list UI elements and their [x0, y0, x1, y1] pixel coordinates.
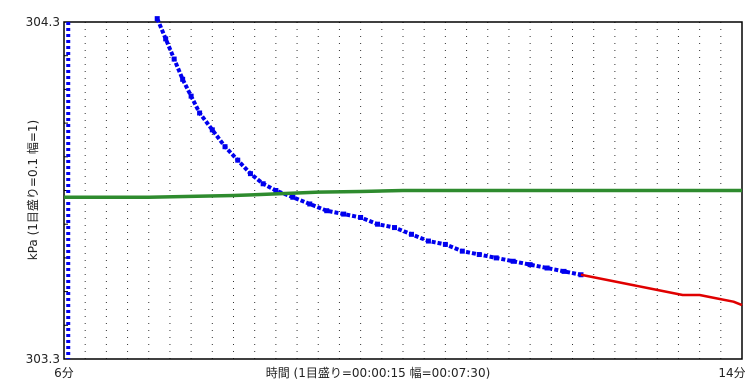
- y-tick-label-bottom: 303.3: [26, 352, 60, 366]
- series-0-point: [476, 252, 482, 258]
- series-0-point: [247, 171, 253, 177]
- series-layer: [64, 16, 743, 307]
- y-ticks: [64, 55, 68, 326]
- series-0-line: [155, 17, 582, 277]
- series-0-point: [209, 127, 215, 133]
- series-0-point: [358, 214, 364, 220]
- series-0-point: [527, 262, 533, 268]
- series-0-point: [163, 36, 169, 42]
- series-0-point: [375, 221, 381, 227]
- series-0-point: [171, 56, 177, 62]
- x-tick-label-left: 6分: [54, 366, 74, 380]
- x-tick-label-right: 14分: [718, 366, 745, 380]
- series-0-point: [180, 76, 186, 82]
- series-0-point: [290, 194, 296, 200]
- series-1-line: [580, 273, 743, 307]
- series-0-point: [510, 258, 516, 264]
- series-0-point: [408, 231, 414, 237]
- series-0-point: [222, 144, 228, 150]
- series-0-point: [493, 255, 499, 261]
- y-axis-label: kPa (1目盛り=0.1 幅=1): [25, 120, 40, 260]
- series-0-point: [425, 238, 431, 244]
- series-0-point: [324, 208, 330, 214]
- series-0-point: [442, 241, 448, 247]
- series-0-point: [459, 248, 465, 254]
- series-0-point: [197, 110, 203, 116]
- series-0-point: [392, 225, 398, 231]
- y-tick-label-top: 304.3: [26, 15, 60, 29]
- series-0-point: [260, 181, 266, 187]
- series-0-point: [273, 188, 279, 193]
- series-0-point: [235, 157, 241, 163]
- series-0-point: [188, 93, 194, 99]
- x-axis-label: 時間 (1目盛り=00:00:15 幅=00:07:30): [266, 365, 491, 380]
- series-0-point: [154, 16, 160, 22]
- series-0-point: [561, 268, 567, 274]
- series-0-point: [544, 265, 550, 271]
- series-2-line: [64, 188, 742, 199]
- series-0-point: [341, 211, 347, 217]
- series-0-point: [307, 201, 313, 207]
